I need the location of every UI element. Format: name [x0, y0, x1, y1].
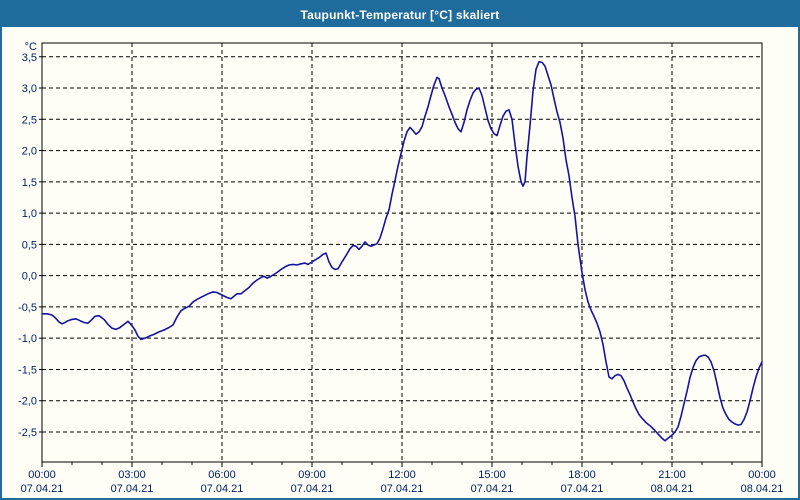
y-axis-unit-label: °C	[25, 41, 37, 53]
x-tick-time-label: 09:00	[298, 469, 326, 481]
y-tick-label: 0,0	[22, 271, 37, 283]
x-tick-time-label: 15:00	[478, 469, 506, 481]
x-tick-date-label: 07.04.21	[111, 483, 154, 495]
y-tick-label: -0,5	[18, 302, 37, 314]
y-tick-label: 3,0	[22, 83, 37, 95]
x-tick-date-label: 07.04.21	[291, 483, 334, 495]
y-tick-label: 2,5	[22, 114, 37, 126]
x-tick-date-label: 07.04.21	[21, 483, 64, 495]
y-tick-label: 0,5	[22, 239, 37, 251]
y-tick-label: -1,0	[18, 333, 37, 345]
x-tick-date-label: 08.04.21	[651, 483, 694, 495]
y-tick-label: -2,0	[18, 396, 37, 408]
y-tick-label: -2,5	[18, 427, 37, 439]
plot-border	[41, 42, 763, 463]
x-tick-date-label: 07.04.21	[471, 483, 514, 495]
x-tick-date-label: 07.04.21	[201, 483, 244, 495]
window-title: Taupunkt-Temperatur [°C] skaliert	[300, 7, 500, 22]
dew-point-line-chart: 3,5 3,0 2,5 2,0 1,5 1,0 0,5 0,0 -0,5 -1,0 -1,5 -2,0…	[18, 41, 784, 495]
y-tick-label: 3,5	[22, 52, 37, 64]
x-tick-time-label: 06:00	[208, 469, 236, 481]
x-tick-time-label: 00:00	[748, 469, 776, 481]
x-tick-time-label: 00:00	[28, 469, 56, 481]
y-tick-label: 1,5	[22, 177, 37, 189]
y-tick-label: 1,0	[22, 208, 37, 220]
x-tick-time-label: 18:00	[568, 469, 596, 481]
x-tick-date-label: 07.04.21	[561, 483, 604, 495]
x-tick-time-label: 12:00	[388, 469, 416, 481]
y-tick-label: 2,0	[22, 146, 37, 158]
chart-plot-region: 3,5 3,0 2,5 2,0 1,5 1,0 0,5 0,0 -0,5 -1,0 -1,5 -2,0…	[2, 27, 798, 498]
x-tick-date-label: 08.04.21	[741, 483, 784, 495]
x-tick-time-label: 21:00	[658, 469, 686, 481]
dew-point-series-line	[41, 60, 763, 442]
x-tick-time-label: 03:00	[118, 469, 146, 481]
window-title-bar: Taupunkt-Temperatur [°C] skaliert	[2, 2, 798, 27]
y-tick-label: -1,5	[18, 364, 37, 376]
x-tick-date-label: 07.04.21	[381, 483, 424, 495]
